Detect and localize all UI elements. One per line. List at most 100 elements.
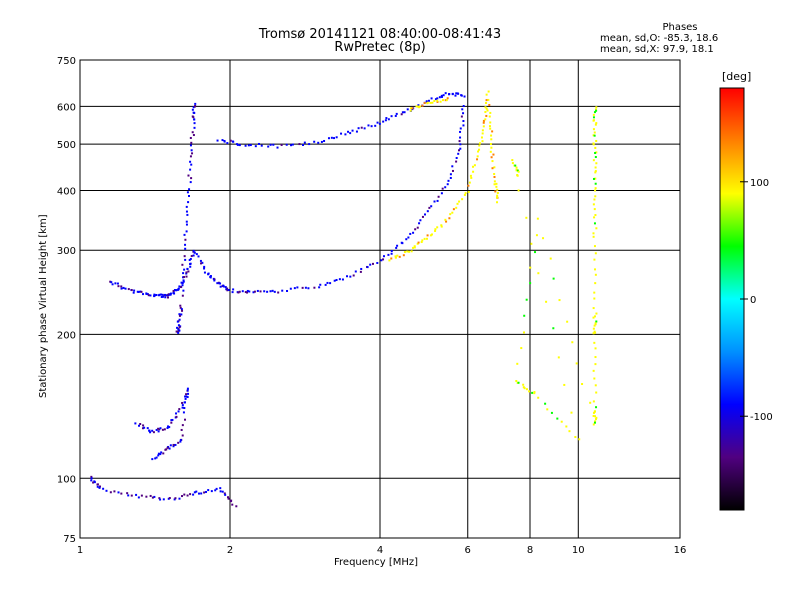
data-point xyxy=(592,414,595,417)
data-point xyxy=(130,289,133,292)
data-point xyxy=(360,267,363,270)
data-point xyxy=(382,120,385,123)
data-point xyxy=(159,498,162,501)
data-point xyxy=(90,475,93,478)
data-point xyxy=(272,143,275,146)
data-point xyxy=(445,220,448,223)
data-point xyxy=(374,124,377,127)
data-point xyxy=(440,192,443,195)
data-point xyxy=(593,330,596,333)
data-point xyxy=(96,483,99,486)
data-point xyxy=(490,146,493,149)
data-point xyxy=(455,156,458,159)
data-point xyxy=(452,208,455,211)
data-point xyxy=(546,408,549,411)
data-point xyxy=(175,415,178,418)
data-point xyxy=(534,251,537,254)
phase-summary: Phases mean, sd,O: -85.3, 18.6 mean, sd,… xyxy=(600,22,740,55)
data-point xyxy=(226,142,229,145)
data-point xyxy=(160,295,163,298)
data-point xyxy=(189,493,192,496)
data-point xyxy=(231,503,234,506)
data-point xyxy=(594,146,597,149)
data-point xyxy=(366,266,369,269)
data-point xyxy=(194,104,197,107)
data-point xyxy=(99,485,102,488)
data-point xyxy=(181,282,184,285)
data-point xyxy=(259,290,262,293)
data-point xyxy=(390,249,393,252)
data-point xyxy=(487,98,490,101)
data-point xyxy=(333,279,336,282)
data-point xyxy=(155,428,158,431)
data-point xyxy=(458,200,461,203)
data-point xyxy=(412,246,415,249)
data-point xyxy=(178,326,181,329)
data-point xyxy=(429,101,432,104)
data-point xyxy=(327,137,330,140)
data-point xyxy=(595,227,598,230)
data-point xyxy=(415,105,418,108)
phase-x-stats: mean, sd,X: 97.9, 18.1 xyxy=(600,44,714,55)
data-point xyxy=(421,215,424,218)
data-point xyxy=(223,492,226,495)
data-point xyxy=(444,92,447,95)
data-point xyxy=(459,147,462,150)
data-point xyxy=(522,331,525,334)
data-point xyxy=(269,290,272,293)
data-point xyxy=(387,118,390,121)
data-point xyxy=(317,141,320,144)
data-point xyxy=(169,293,172,296)
data-point xyxy=(170,419,173,422)
data-point xyxy=(175,289,178,292)
data-point xyxy=(191,108,194,111)
data-point xyxy=(489,111,492,114)
data-point xyxy=(177,441,180,444)
data-point xyxy=(189,144,192,147)
data-point xyxy=(219,487,222,490)
data-point xyxy=(511,159,514,162)
data-point xyxy=(183,255,186,258)
data-point xyxy=(180,308,183,311)
data-point xyxy=(222,285,225,288)
data-point xyxy=(98,486,101,489)
data-point xyxy=(127,288,130,291)
data-point xyxy=(552,327,555,330)
data-point xyxy=(357,127,360,130)
data-point xyxy=(186,494,189,497)
data-point xyxy=(335,278,338,281)
data-point xyxy=(172,445,175,448)
data-point xyxy=(594,363,597,366)
data-point xyxy=(369,263,372,266)
data-point xyxy=(333,137,336,140)
data-point xyxy=(193,491,196,494)
data-point xyxy=(593,377,596,380)
data-point xyxy=(148,429,151,432)
data-point xyxy=(444,186,447,189)
data-point xyxy=(495,196,498,199)
data-point xyxy=(183,493,186,496)
data-point xyxy=(176,326,179,329)
data-point xyxy=(246,289,249,292)
data-point xyxy=(434,228,437,231)
data-point xyxy=(147,294,150,297)
data-point xyxy=(177,324,180,327)
data-point xyxy=(384,119,387,122)
data-point xyxy=(550,411,553,414)
data-point xyxy=(200,492,203,495)
data-point xyxy=(192,493,195,496)
y-tick-label: 200 xyxy=(57,330,76,341)
data-point xyxy=(170,421,173,424)
data-point xyxy=(456,202,459,205)
data-point xyxy=(253,290,256,293)
data-point xyxy=(120,492,123,495)
data-point xyxy=(595,416,598,419)
data-point xyxy=(594,151,597,154)
data-point xyxy=(172,289,175,292)
data-point xyxy=(146,293,149,296)
data-point xyxy=(163,428,166,431)
data-point xyxy=(594,182,597,185)
data-point xyxy=(436,99,439,102)
data-point xyxy=(593,341,596,344)
x-tick-label: 10 xyxy=(572,545,585,556)
